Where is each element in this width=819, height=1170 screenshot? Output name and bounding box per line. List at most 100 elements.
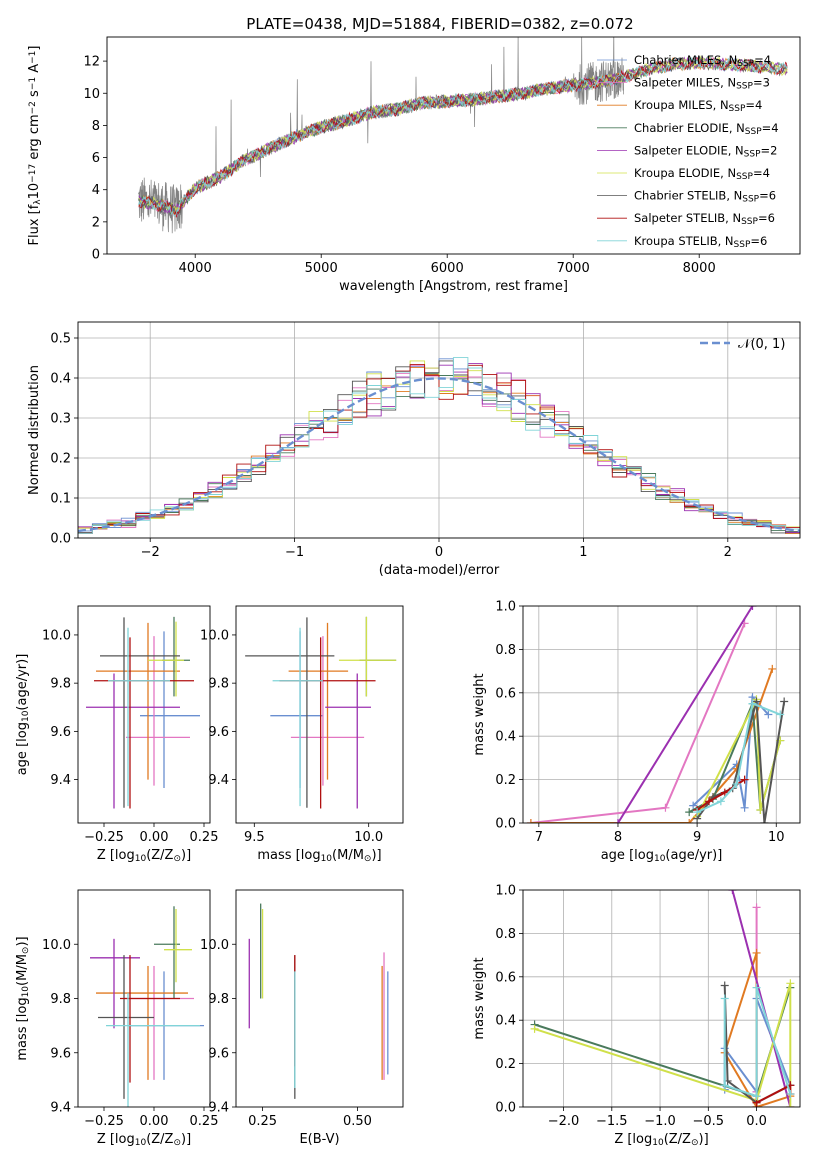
y-tick-label: 9.8 xyxy=(50,677,71,692)
x-tick-label: 0 xyxy=(435,545,443,560)
weight-point xyxy=(530,1024,539,1033)
y-tick-label: 12 xyxy=(83,55,100,70)
weight-point xyxy=(740,803,749,812)
y-tick-label: 0.3 xyxy=(50,412,71,427)
x-tick-label: 0.25 xyxy=(248,1114,277,1129)
weight-line xyxy=(731,890,792,1107)
x-tick-label: 10 xyxy=(768,830,785,845)
chart-mass-vs-Z: −0.25 0.00 0.25 9.4 9.6 9.8 10.0 Z [log10(Z/Z⊙)… xyxy=(15,889,219,1148)
weight-point xyxy=(786,979,795,988)
weight-line xyxy=(756,1083,792,1104)
y-tick-label: 9.4 xyxy=(50,773,71,788)
plot-area-mass-vs-ebv xyxy=(248,903,389,1099)
legend-entry: Chabrier ELODIE, NSSP=4 xyxy=(634,121,779,137)
x-tick-label: −0.25 xyxy=(84,830,124,845)
legend-entry: Salpeter STELIB, NSSP=6 xyxy=(634,211,775,227)
plot-area-spectrum xyxy=(138,37,788,234)
y-axis-label: mass [log10(M/M⊙)] xyxy=(15,936,31,1060)
figure-title: PLATE=0438, MJD=51884, FIBERID=0382, z=0… xyxy=(246,15,633,33)
legend-entry: Chabrier MILES, NSSP=4 xyxy=(634,53,771,69)
axes-frame xyxy=(77,605,211,824)
y-tick-label: 0.6 xyxy=(495,686,516,701)
x-tick-label: 2 xyxy=(724,545,732,560)
weight-point xyxy=(786,1089,795,1098)
x-axis-label: Z [log10(Z/Z⊙)] xyxy=(97,848,191,864)
weight-point xyxy=(685,819,694,823)
legend-entry: Kroupa MILES, NSSP=4 xyxy=(634,98,762,114)
plot-area-age-vs-mass xyxy=(245,616,397,809)
y-tick-label: 10.0 xyxy=(200,628,229,643)
x-tick-label: 0.50 xyxy=(343,1114,372,1129)
axes-frame xyxy=(77,321,801,539)
axes-frame xyxy=(106,36,801,255)
y-tick-label: 2 xyxy=(92,215,100,230)
y-tick-label: 9.8 xyxy=(50,992,71,1007)
weight-point xyxy=(768,664,777,673)
y-tick-label: 0.8 xyxy=(495,643,516,658)
y-tick-label: 10.0 xyxy=(42,938,71,953)
x-tick-label: 7000 xyxy=(557,261,590,276)
residual-histogram xyxy=(78,360,800,534)
x-tick-label: −1.5 xyxy=(596,1114,628,1129)
x-tick-label: 8000 xyxy=(683,261,716,276)
data-spectrum-line xyxy=(138,37,624,234)
y-tick-label: 10.0 xyxy=(200,938,229,953)
x-tick-label: −1.0 xyxy=(644,1114,676,1129)
x-axis-label: Z [log10(Z/Z⊙)] xyxy=(97,1132,191,1148)
x-axis-label: wavelength [Angstrom, rest frame] xyxy=(339,279,568,294)
x-axis-label: E(B-V) xyxy=(299,1132,339,1147)
weight-point xyxy=(752,1092,761,1101)
y-axis-label: mass weight xyxy=(472,957,487,1039)
chart-age-vs-mass: 9.5 10.0 9.4 9.6 9.8 10.0 mass [log10(M/M⊙)] xyxy=(200,605,404,864)
y-tick-label: 9.4 xyxy=(208,773,229,788)
x-tick-label: −2.0 xyxy=(548,1114,580,1129)
axes-frame xyxy=(77,889,211,1108)
y-tick-label: 9.6 xyxy=(208,1046,229,1061)
x-tick-label: 6000 xyxy=(431,261,464,276)
normal-curve xyxy=(78,377,800,533)
x-tick-label: 0.0 xyxy=(746,1114,767,1129)
weight-point xyxy=(720,1081,729,1090)
y-tick-label: 0.4 xyxy=(495,1014,516,1029)
weight-point xyxy=(764,710,773,719)
legend-entry: Salpeter ELODIE, NSSP=2 xyxy=(634,143,777,159)
legend-entry: Chabrier STELIB, NSSP=6 xyxy=(634,189,776,205)
y-tick-label: 0.5 xyxy=(50,332,71,347)
x-tick-label: 1 xyxy=(579,545,587,560)
y-tick-label: 4 xyxy=(92,183,100,198)
weight-point xyxy=(720,981,729,990)
weight-point xyxy=(752,983,761,992)
y-tick-label: 9.8 xyxy=(208,992,229,1007)
y-tick-label: 9.6 xyxy=(208,725,229,740)
legend-entry: Kroupa STELIB, NSSP=6 xyxy=(634,234,767,250)
weight-point xyxy=(748,606,757,610)
y-tick-label: 0.0 xyxy=(495,817,516,832)
chart-age-vs-Z: −0.25 0.00 0.25 9.4 9.6 9.8 10.0 Z [log10(Z/Z⊙)… xyxy=(15,605,218,864)
weight-point xyxy=(661,803,670,812)
y-tick-label: 0.1 xyxy=(50,492,71,507)
weight-point xyxy=(748,699,757,708)
y-tick-label: 0 xyxy=(92,248,100,263)
plot-area-mass-vs-Z xyxy=(90,906,204,1107)
x-axis-label: Z [log10(Z/Z⊙)] xyxy=(614,1132,708,1148)
legend-entry: Salpeter MILES, NSSP=3 xyxy=(634,76,770,92)
weight-point xyxy=(732,779,741,788)
weight-point xyxy=(720,994,729,1003)
axes-frame xyxy=(235,889,404,1108)
plot-area-weight-vs-age xyxy=(523,606,800,823)
x-tick-label: 0.25 xyxy=(190,1114,219,1129)
plot-area-weight-vs-Z xyxy=(523,890,800,1107)
x-tick-label: 10.0 xyxy=(354,830,383,845)
y-axis-label: Flux [fλ10−17 erg cm−2 s−1 A−1] xyxy=(27,46,43,246)
x-tick-label: 9 xyxy=(693,830,701,845)
x-tick-label: 7 xyxy=(535,830,543,845)
weight-line xyxy=(696,698,782,817)
y-tick-label: 1.0 xyxy=(495,600,516,615)
chart-residuals: −2 −1 0 1 2 0.0 0.1 0.2 0.3 0.4 0.5 𝒩(0, 1) (data-mo… xyxy=(27,321,801,578)
model-spectrum-line xyxy=(138,55,788,212)
y-tick-label: 0.2 xyxy=(495,773,516,788)
weight-point xyxy=(526,819,535,823)
x-tick-label: −2 xyxy=(141,545,160,560)
x-tick-label: 5000 xyxy=(305,261,338,276)
y-tick-label: 8 xyxy=(92,119,100,134)
